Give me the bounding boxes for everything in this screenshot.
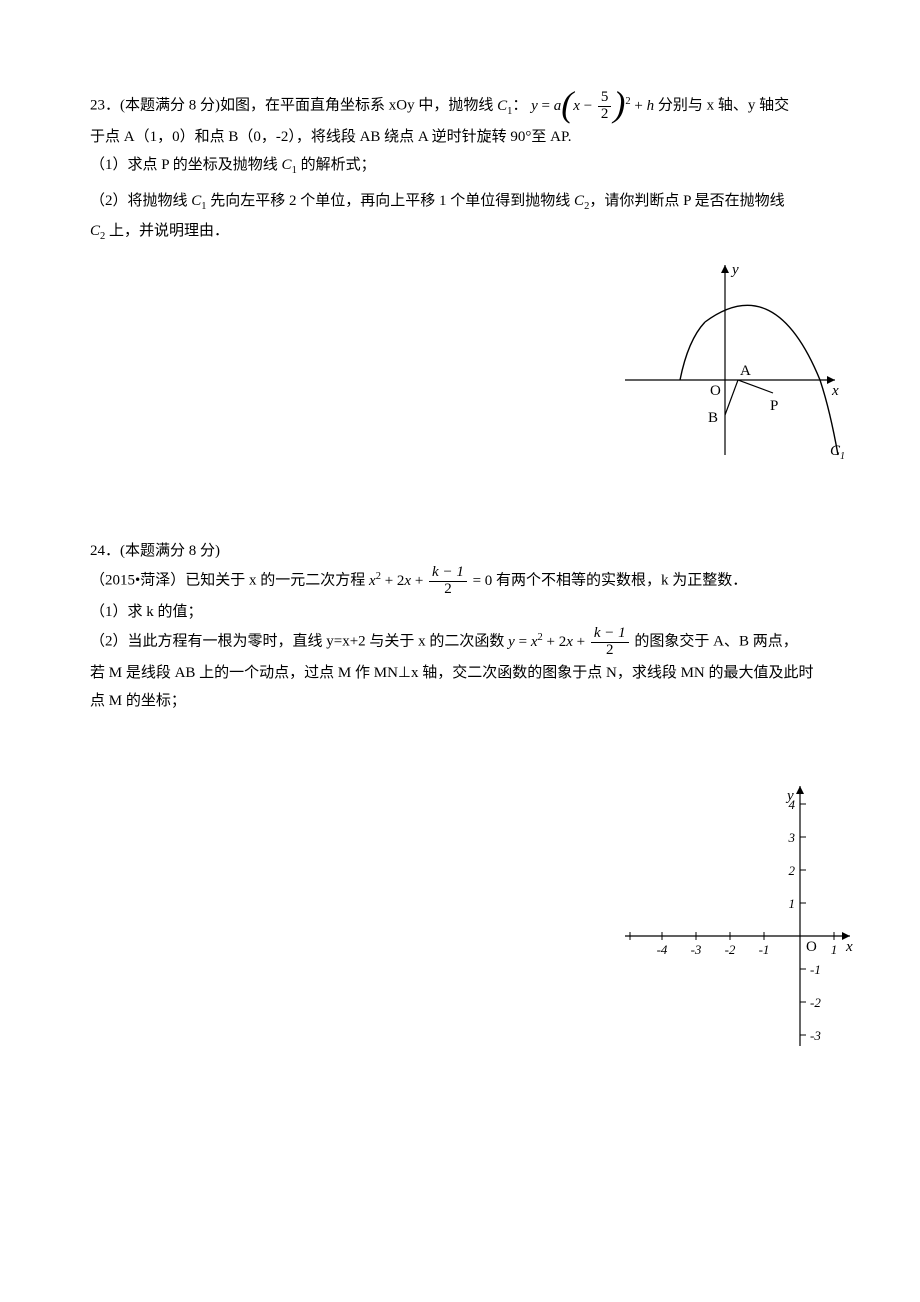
q24-part2-line3: 点 M 的坐标； [90,687,840,716]
svg-text:2: 2 [789,863,796,878]
q23-line2: 于点 A（1，0）和点 B（0，-2），将线段 AB 绕点 A 逆时针旋转 90… [90,123,840,152]
q24-line2: （2015•菏泽）已知关于 x 的一元二次方程 x2 + 2x + k − 12… [90,565,840,598]
q23-equation: y = a(x − 52)2 + h [531,98,658,114]
svg-text:1: 1 [789,896,796,911]
q24-block: 24．(本题满分 8 分) （2015•菏泽）已知关于 x 的一元二次方程 x2… [90,537,840,716]
label-O: O [710,383,721,399]
label-x2: x [845,939,853,955]
svg-text:-2: -2 [725,942,736,957]
svg-text:3: 3 [788,830,796,845]
q24-line1: 24．(本题满分 8 分) [90,537,840,566]
q24-figure: 1 2 3 4 -1 -2 -3 -4 -3 -2 -1 1 y x [610,776,860,1056]
q23-line1: 23．(本题满分 8 分)如图，在平面直角坐标系 xOy 中，抛物线 C1： y… [90,90,840,123]
q23-part1: （1）求点 P 的坐标及抛物线 C1 的解析式； [90,151,840,181]
label-O2: O [806,939,817,955]
q23-part2-line1: （2）将抛物线 C1 先向左平移 2 个单位，再向上平移 1 个单位得到抛物线 … [90,187,840,217]
q23-number: 23． [90,98,120,114]
label-y2: y [785,788,794,804]
svg-text:-3: -3 [810,1028,821,1043]
q23-part2-line2: C2 上，并说明理由． [90,217,840,247]
q24-eq2: y = x2 + 2x + k − 12 [508,634,634,650]
label-y: y [730,262,739,278]
q23-figure: y x O A B P C1 [620,260,850,460]
label-A: A [740,363,751,379]
label-C1: C1 [830,443,845,460]
svg-text:-1: -1 [810,962,821,977]
q24-part1: （1）求 k 的值； [90,598,840,627]
svg-text:-4: -4 [657,942,668,957]
q24-eq1: x2 + 2x + k − 12 = 0 [369,573,496,589]
label-x: x [831,383,839,399]
label-B: B [708,410,718,426]
q23-block: 23．(本题满分 8 分)如图，在平面直角坐标系 xOy 中，抛物线 C1： y… [90,90,840,247]
q23-c1: C1 [497,98,512,114]
svg-text:1: 1 [831,942,838,957]
label-P: P [770,398,778,414]
q24-part2-line1: （2）当此方程有一根为零时，直线 y=x+2 与关于 x 的二次函数 y = x… [90,626,840,659]
q24-number: 24． [90,543,120,559]
svg-text:-1: -1 [759,942,770,957]
svg-text:-3: -3 [691,942,702,957]
q24-part2-line2: 若 M 是线段 AB 上的一个动点，过点 M 作 MN⊥x 轴，交二次函数的图象… [90,659,840,688]
svg-text:-2: -2 [810,995,821,1010]
